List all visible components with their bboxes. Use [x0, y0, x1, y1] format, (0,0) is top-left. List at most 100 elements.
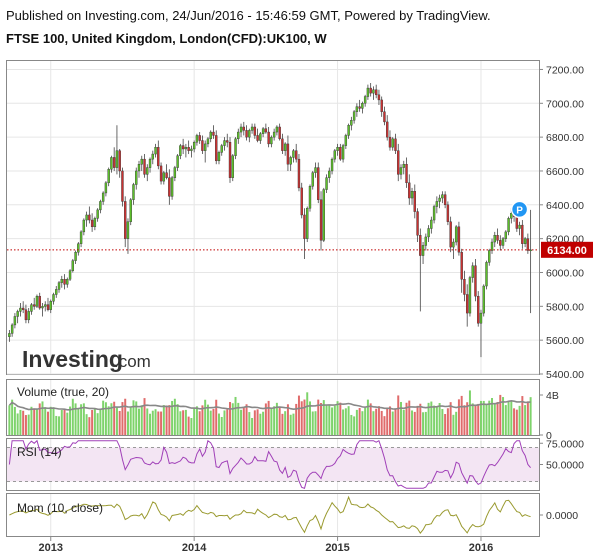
volume-bar	[77, 408, 80, 435]
candle-body	[507, 218, 510, 233]
volume-bar	[69, 406, 72, 435]
volume-bar	[372, 411, 375, 435]
candle-body	[419, 235, 422, 256]
candle-body	[479, 312, 483, 324]
volume-bar	[295, 403, 298, 435]
volume-bar	[386, 407, 389, 435]
volume-bar	[198, 411, 201, 435]
candle-body	[281, 138, 284, 151]
candle-body	[386, 121, 389, 138]
volume-bar	[124, 398, 127, 435]
candle-body	[132, 184, 135, 200]
volume-bar	[446, 408, 449, 435]
x-tick-label: 2016	[469, 542, 493, 554]
candle-body	[33, 304, 36, 307]
candle-body	[49, 301, 52, 310]
candle-body	[449, 221, 452, 248]
volume-bar	[526, 401, 529, 435]
volume-bar	[433, 405, 436, 435]
volume-bar	[278, 407, 281, 435]
candle-body	[283, 143, 287, 151]
candle-body	[259, 133, 262, 141]
volume-bar	[289, 414, 292, 435]
volume-bar	[427, 402, 430, 435]
candle-body	[66, 279, 69, 285]
candle-body	[366, 87, 370, 97]
candle-body	[231, 155, 234, 178]
watermark-suffix: .com	[114, 352, 151, 371]
candle-body	[297, 158, 301, 189]
volume-bar	[375, 408, 378, 435]
volume-bar	[13, 406, 16, 435]
candle-body	[504, 231, 507, 239]
candle-body	[311, 172, 314, 187]
volume-bar	[209, 410, 212, 435]
price-tick-label: 6800.00	[546, 132, 584, 144]
candle-body	[143, 158, 146, 175]
candle-body	[330, 158, 334, 172]
volume-bar	[438, 403, 441, 435]
candle-body	[341, 145, 345, 160]
volume-bar	[306, 392, 309, 435]
candle-body	[115, 150, 119, 168]
candle-body	[352, 111, 356, 121]
volume-bar	[466, 402, 469, 435]
candle-body	[377, 94, 381, 101]
event-marker-icon[interactable]	[510, 200, 529, 219]
last-price-badge	[541, 241, 593, 258]
candle-body	[79, 231, 83, 244]
candle-body	[135, 170, 138, 185]
candle-body	[181, 145, 185, 150]
volume-bar	[499, 394, 502, 435]
volume-bar	[229, 402, 232, 435]
candle-body	[209, 131, 212, 140]
candle-body	[242, 126, 245, 131]
candle-body	[300, 187, 303, 216]
volume-bar	[529, 397, 532, 435]
candle-body	[121, 170, 124, 202]
event-marker-label: P	[516, 205, 523, 216]
volume-bar	[457, 399, 460, 435]
candle-body	[217, 152, 221, 162]
candle-body	[55, 289, 58, 295]
candle-body	[168, 177, 171, 197]
volume-bar	[242, 407, 245, 435]
volume-bar	[413, 411, 416, 435]
volume-bar	[441, 409, 444, 435]
candle-body	[52, 294, 55, 302]
candle-body	[13, 316, 17, 326]
volume-bar	[504, 405, 507, 435]
candle-body	[90, 219, 94, 228]
candle-body	[203, 143, 207, 151]
candle-body	[355, 106, 359, 112]
volume-bar	[292, 413, 295, 435]
volume-bar	[350, 414, 353, 435]
momentum-line	[9, 495, 531, 534]
volume-bar	[102, 400, 105, 435]
candle-body	[8, 333, 11, 337]
candle-body	[261, 128, 265, 134]
volume-bar	[91, 410, 94, 435]
volume-bar	[366, 399, 369, 435]
candle-body	[118, 150, 121, 172]
candle-body	[446, 204, 450, 222]
candle-body	[405, 164, 408, 184]
rsi-tick-label: 50.0000	[546, 460, 584, 472]
volume-bar	[300, 401, 303, 435]
candle-body	[358, 106, 361, 109]
volume-bar	[46, 411, 49, 435]
volume-bar	[135, 401, 138, 435]
volume-bar	[151, 410, 154, 435]
candle-body	[126, 221, 130, 239]
volume-bar	[308, 401, 311, 435]
volume-bar	[16, 413, 19, 435]
volume-bar	[474, 404, 477, 435]
candle-body	[60, 279, 63, 283]
candle-body	[129, 199, 132, 222]
candle-body	[201, 140, 204, 151]
volume-bar	[303, 399, 306, 435]
volume-bar	[251, 417, 254, 435]
volume-bar	[248, 412, 251, 435]
volume-bar	[99, 409, 102, 435]
